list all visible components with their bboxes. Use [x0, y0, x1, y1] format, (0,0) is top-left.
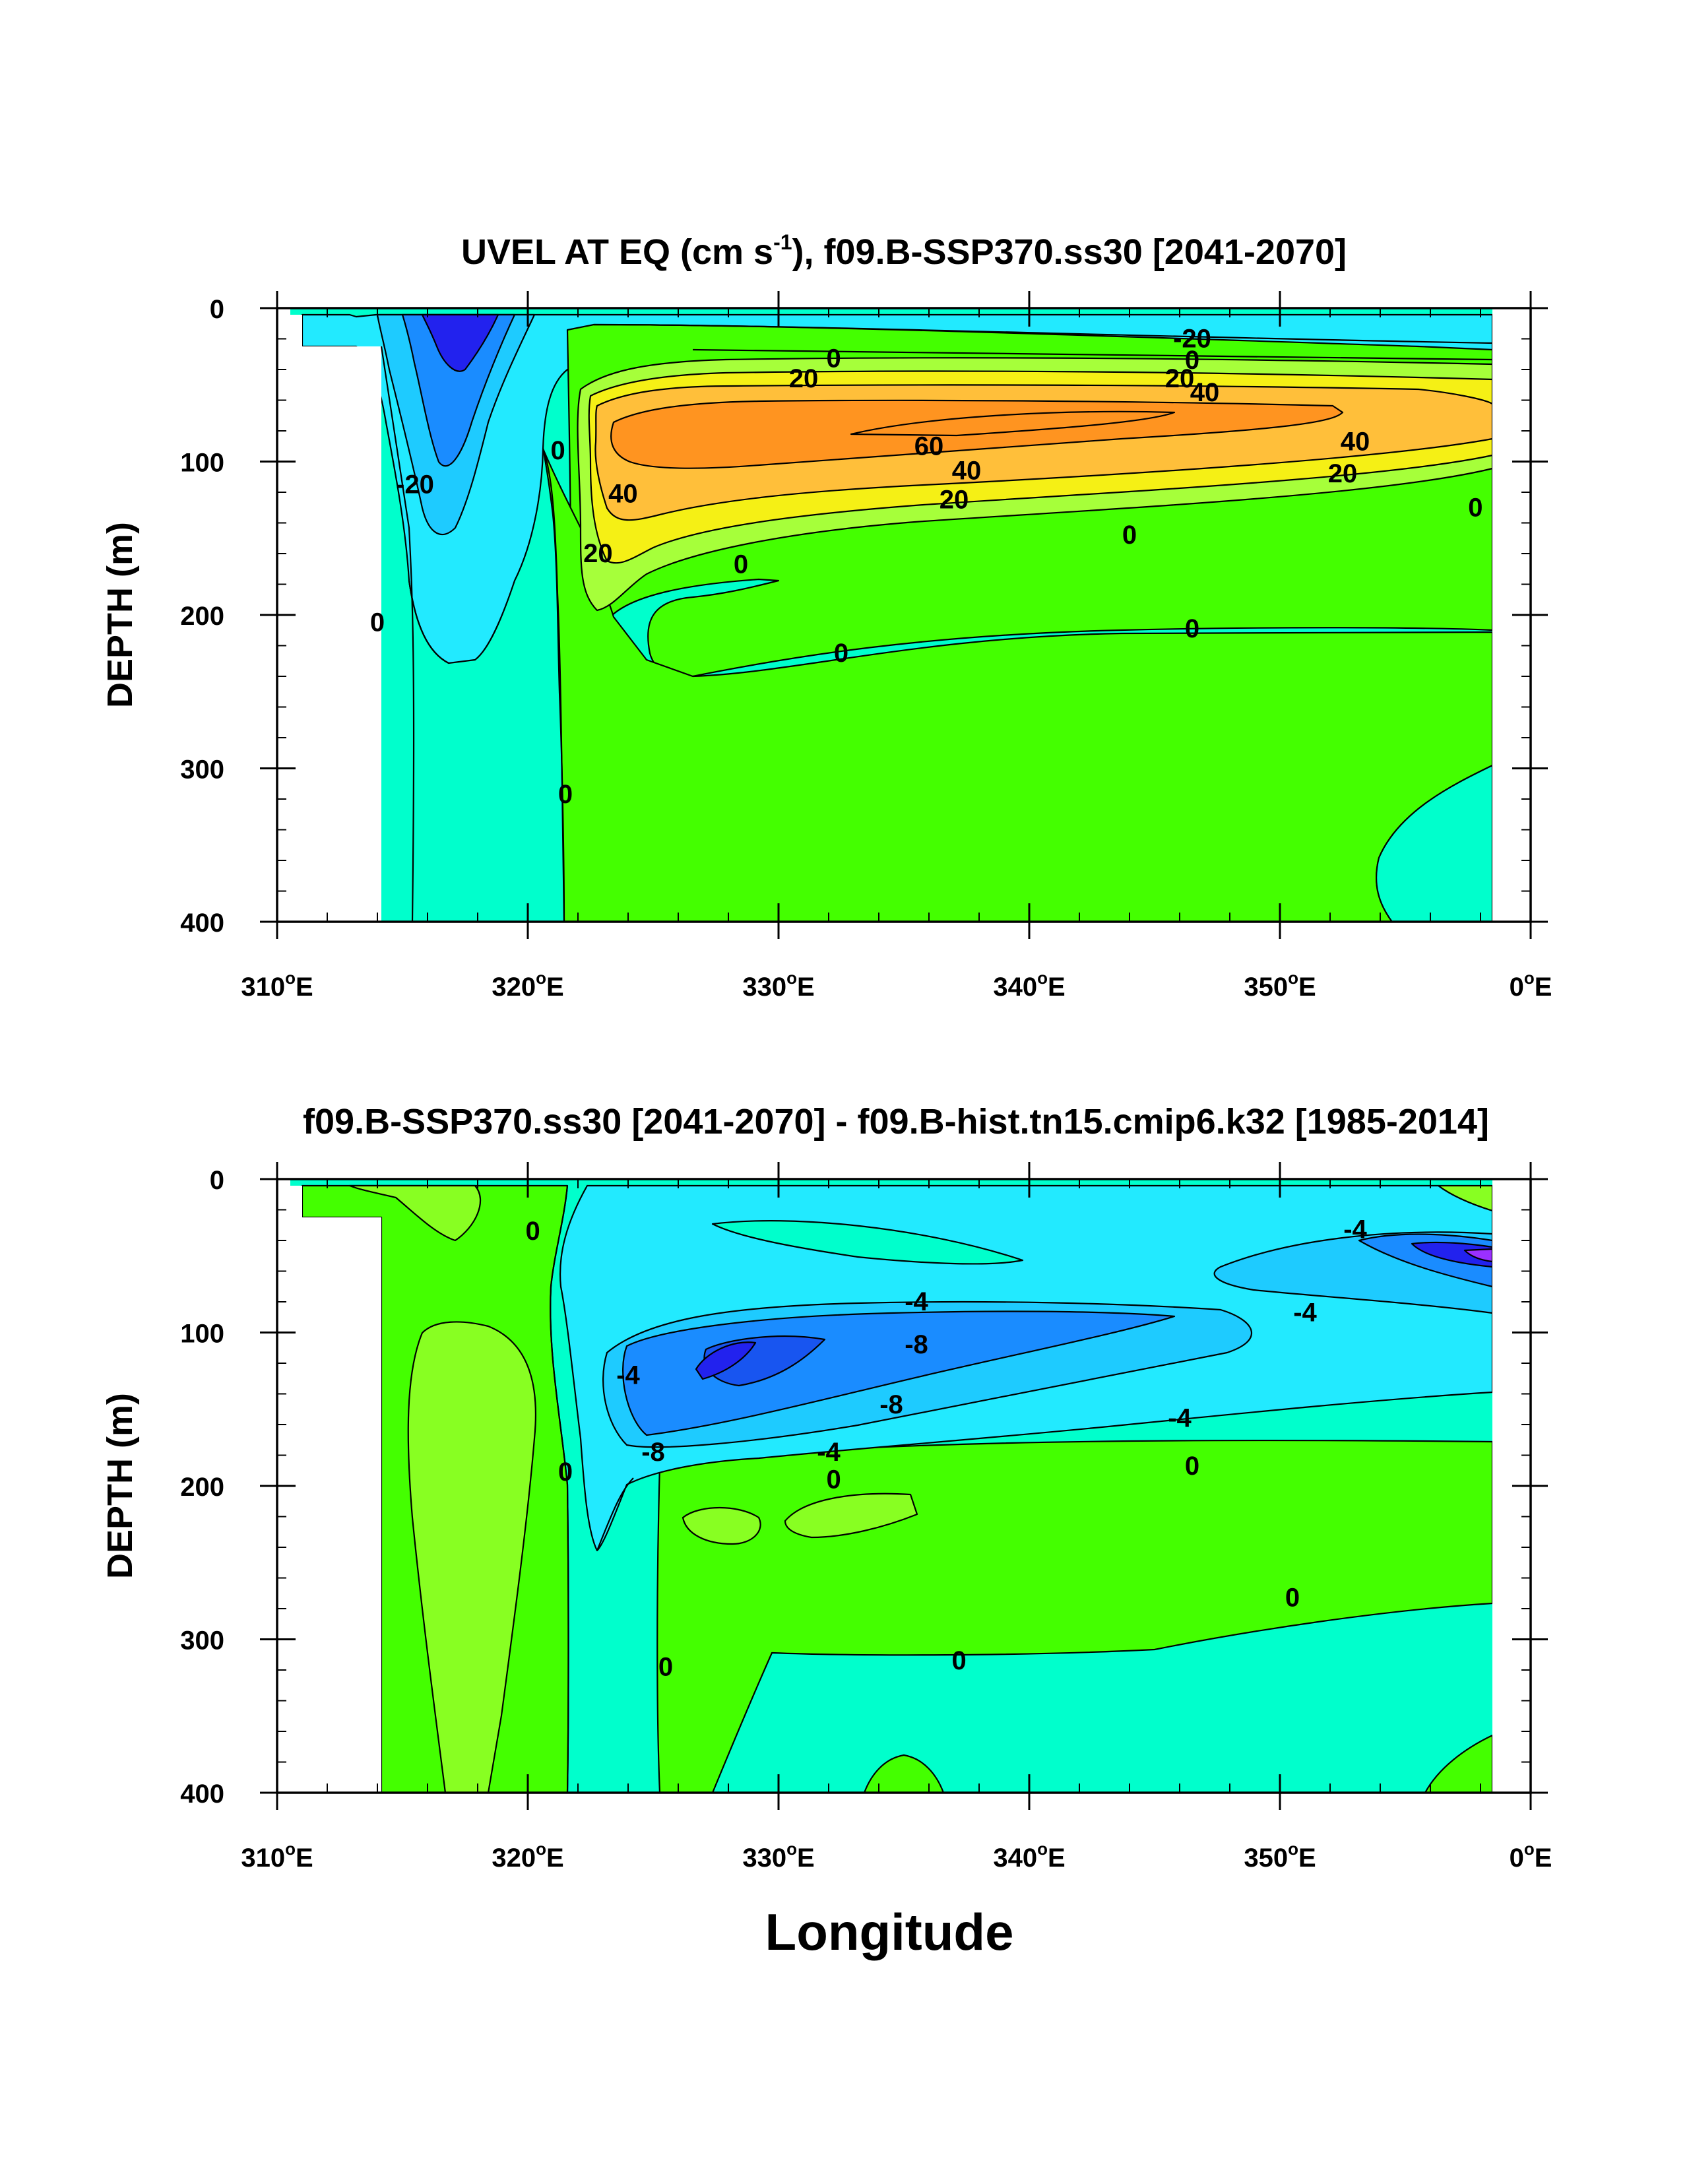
contour-label: -8	[905, 1330, 928, 1359]
p1-land-mask	[277, 308, 381, 922]
contour-label: -4	[905, 1287, 928, 1316]
panel2-field	[277, 1179, 1531, 1793]
contour-label: 20	[940, 486, 969, 515]
y-tick-label: 300	[180, 1626, 224, 1655]
x-tick-label: 0oE	[1510, 1839, 1552, 1873]
y-tick-label: 200	[180, 602, 224, 631]
contour-label: 0	[1122, 521, 1137, 550]
contour-label: 0	[550, 436, 565, 465]
panel2-y-axis-label: DEPTH (m)	[100, 1393, 140, 1579]
p1-fill-deep-east	[1375, 764, 1494, 922]
panel1-title: UVEL AT EQ (cm s-1), f09.B-SSP370.ss30 […	[461, 230, 1347, 272]
contour-label: -4	[1343, 1215, 1367, 1244]
p2-fill-lightgreen-column	[407, 1321, 537, 1793]
x-tick-label: 350oE	[1244, 1839, 1316, 1873]
contour-label: 60	[914, 432, 944, 461]
contour-label: 0	[826, 1465, 841, 1494]
contour-label: 40	[952, 456, 982, 485]
contour-label: 0	[1185, 1452, 1199, 1481]
contour-label: 20	[1165, 364, 1195, 393]
contour-label: 0	[951, 1646, 966, 1675]
contour-label: -20	[396, 470, 434, 499]
contour-label: 20	[789, 364, 819, 393]
panel1-field	[277, 308, 1531, 922]
x-tick-label: 310oE	[241, 1839, 313, 1873]
contour-label: -4	[1293, 1298, 1317, 1327]
p2-fill-navy-core	[695, 1341, 757, 1380]
panel1-y-axis-label: DEPTH (m)	[100, 522, 140, 708]
contour-label: 0	[1185, 346, 1199, 375]
p1-fill-wbc-darkblue	[421, 313, 499, 372]
contour-label: 0	[1285, 1584, 1300, 1613]
panel2-title: f09.B-SSP370.ss30 [2041-2070] - f09.B-hi…	[303, 1102, 1489, 1141]
contour-label: 0	[834, 639, 848, 668]
x-tick-label: 320oE	[492, 1839, 563, 1873]
p2-contour-line	[550, 1185, 569, 1793]
y-tick-label: 0	[210, 295, 224, 324]
y-tick-label: 100	[180, 449, 224, 478]
contour-label: 40	[1190, 378, 1220, 407]
x-tick-label: 340oE	[993, 968, 1065, 1002]
contour-label: -4	[1168, 1404, 1192, 1433]
y-tick-label: 400	[180, 909, 224, 938]
x-tick-label: 310oE	[241, 968, 313, 1002]
contour-label: 0	[525, 1217, 540, 1246]
contour-label: 40	[608, 479, 638, 508]
p2-fill-lightgreen-patch	[682, 1506, 761, 1545]
y-tick-label: 0	[210, 1166, 224, 1195]
x-tick-label: 320oE	[492, 968, 563, 1002]
y-tick-label: 300	[180, 755, 224, 785]
contour-label: 40	[1341, 427, 1370, 456]
x-tick-label: 330oE	[742, 1839, 814, 1873]
p1-contour-line	[692, 348, 1493, 361]
y-tick-label: 100	[180, 1320, 224, 1349]
contour-label: 20	[583, 539, 613, 568]
contour-label: -8	[641, 1438, 665, 1467]
contour-label: 0	[1185, 614, 1199, 643]
contour-label: 20	[1328, 459, 1358, 488]
p2-fill-green-patch	[863, 1754, 945, 1793]
contour-label: 0	[558, 780, 573, 809]
x-tick-label: 350oE	[1244, 968, 1316, 1002]
contour-label: 0	[734, 550, 748, 579]
p2-contour-line	[596, 1477, 634, 1551]
p1-contour-line	[542, 448, 565, 922]
p1-contour-line	[593, 323, 1493, 344]
x-axis-label: Longitude	[765, 1903, 1014, 1961]
contour-label: 0	[1468, 493, 1482, 522]
x-tick-label: 340oE	[993, 1839, 1065, 1873]
p2-fill-cyan-lens	[711, 1220, 1024, 1265]
contour-label: -4	[616, 1361, 640, 1390]
y-tick-label: 200	[180, 1473, 224, 1502]
x-tick-label: 0oE	[1510, 968, 1552, 1002]
y-tick-label: 400	[180, 1780, 224, 1809]
p2-land-mask	[277, 1179, 381, 1793]
contour-label: -8	[879, 1390, 903, 1419]
panel1-axes: 310oE 320oE 330oE 340oE 350oE 0oE010020030040…	[180, 291, 1552, 1002]
contour-label: -4	[817, 1438, 841, 1467]
panel-difference: f09.B-SSP370.ss30 [2041-2070] - f09.B-hi…	[100, 1102, 1552, 1961]
p1-fill-wbc-blue	[401, 313, 516, 467]
x-tick-label: 330oE	[742, 968, 814, 1002]
contour-label: 0	[658, 1652, 673, 1681]
contour-label: -20	[1173, 325, 1211, 354]
contour-label: 0	[370, 608, 385, 637]
panel2-axes: 310oE 320oE 330oE 340oE 350oE 0oE 0 100 200 300 40…	[180, 1162, 1552, 1873]
contour-label: 0	[558, 1458, 573, 1487]
p1-contour-line	[850, 410, 1176, 437]
p2-fill-lightgreen-patch	[784, 1493, 918, 1539]
p2-fill-lightgreen-top	[348, 1184, 482, 1242]
contour-label: 0	[826, 344, 841, 373]
p1-contour-line	[380, 346, 415, 922]
panel-uvel: UVEL AT EQ (cm s-1), f09.B-SSP370.ss30 […	[100, 230, 1552, 1002]
